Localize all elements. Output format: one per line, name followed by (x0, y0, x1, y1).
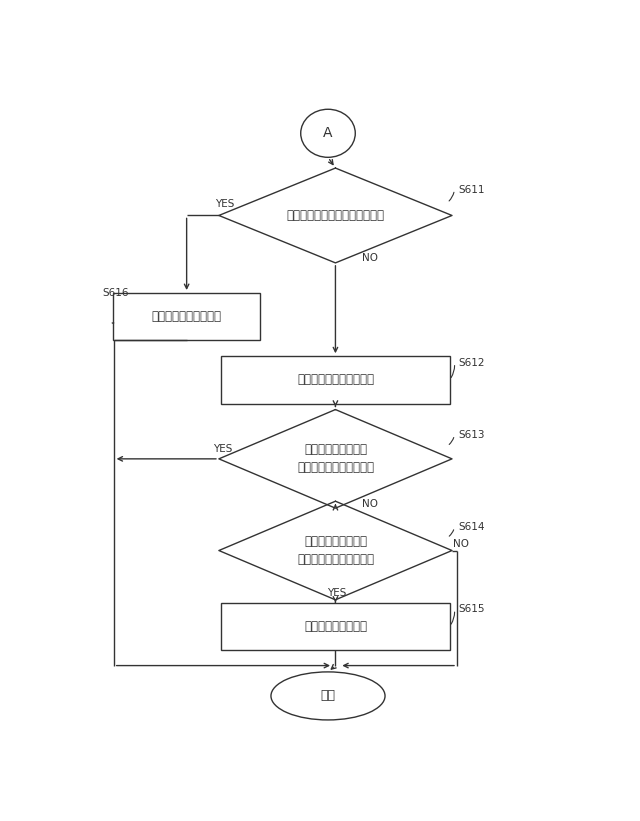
Text: S614: S614 (458, 522, 484, 532)
Bar (221, 603, 449, 650)
Text: 必要サーバ数＞現在のサーバ数: 必要サーバ数＞現在のサーバ数 (287, 209, 385, 222)
Text: S613: S613 (458, 430, 484, 440)
Text: S611: S611 (458, 185, 484, 195)
Text: 必要サーバ数－１＜
高負荷とみなすサーバ数: 必要サーバ数－１＜ 高負荷とみなすサーバ数 (297, 443, 374, 475)
Text: S616: S616 (102, 288, 129, 298)
Text: YES: YES (327, 588, 347, 598)
Text: サーバの負荷状況を計測: サーバの負荷状況を計測 (297, 374, 374, 387)
Ellipse shape (271, 672, 385, 720)
Polygon shape (219, 168, 452, 263)
Text: S612: S612 (458, 358, 484, 368)
Text: 必要サーバ数－１＞
高負荷とみなすサーバ数: 必要サーバ数－１＞ 高負荷とみなすサーバ数 (297, 535, 374, 566)
Text: YES: YES (215, 199, 234, 209)
Polygon shape (219, 410, 452, 508)
Bar (221, 356, 449, 404)
Text: 終了: 終了 (321, 690, 335, 703)
Polygon shape (219, 501, 452, 600)
Text: スケールアウトの実行: スケールアウトの実行 (152, 310, 221, 323)
Text: S615: S615 (458, 604, 484, 614)
Text: NO: NO (362, 253, 378, 263)
Bar (113, 293, 260, 341)
Text: YES: YES (213, 444, 232, 454)
Text: スケールインの実行: スケールインの実行 (304, 620, 367, 633)
Text: NO: NO (362, 499, 378, 509)
Text: A: A (323, 126, 333, 140)
Ellipse shape (301, 109, 355, 158)
Text: NO: NO (453, 539, 469, 549)
